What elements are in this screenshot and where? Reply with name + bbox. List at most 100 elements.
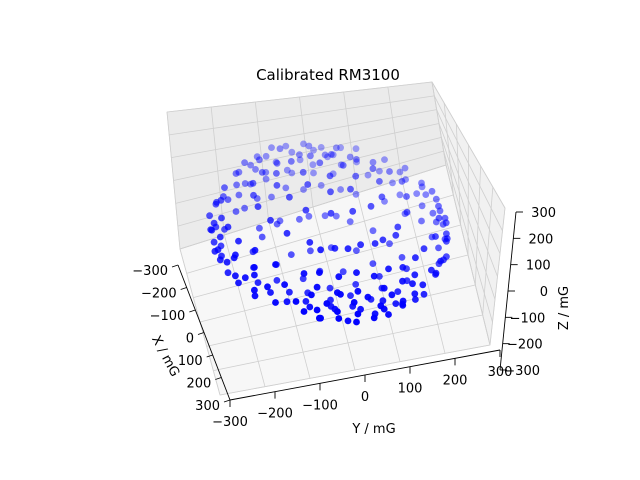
data-point [256, 156, 263, 164]
data-point [305, 212, 313, 220]
data-point [369, 158, 377, 166]
data-point [272, 261, 279, 268]
data-point [380, 305, 388, 313]
data-point [235, 237, 242, 245]
data-point [347, 292, 354, 299]
data-point [317, 246, 324, 254]
data-point [310, 146, 317, 154]
y-axis-tick-label: 200 [443, 373, 468, 388]
data-point [432, 195, 440, 203]
data-point [435, 202, 442, 210]
data-point [370, 272, 378, 280]
data-point [403, 208, 411, 216]
data-point [306, 239, 314, 246]
data-point [300, 140, 307, 148]
data-point [419, 281, 427, 289]
data-point [288, 148, 296, 156]
data-point [349, 207, 357, 215]
data-point [288, 169, 296, 177]
data-point [353, 156, 360, 163]
data-point [386, 168, 393, 175]
data-point [254, 203, 262, 211]
data-point [273, 159, 281, 167]
data-point [420, 245, 428, 253]
data-point [313, 306, 321, 314]
y-axis-tick-label: 300 [488, 365, 513, 380]
data-point [221, 184, 228, 192]
data-point [353, 318, 360, 326]
data-point [251, 264, 258, 271]
data-point [327, 151, 335, 158]
data-point [364, 293, 372, 301]
data-point [399, 277, 406, 285]
data-point [435, 214, 443, 222]
data-point [346, 153, 354, 161]
data-point [232, 272, 239, 280]
data-point [329, 151, 337, 159]
data-point [212, 200, 220, 208]
data-point [287, 251, 295, 258]
data-point [443, 230, 450, 238]
data-point [273, 277, 281, 284]
data-point [412, 254, 419, 262]
data-point [224, 269, 232, 277]
data-point [327, 209, 335, 217]
data-point [216, 233, 224, 241]
data-point [337, 186, 344, 193]
data-point [398, 178, 406, 185]
data-point [326, 172, 334, 180]
data-point [413, 190, 421, 198]
data-point [429, 209, 437, 217]
data-point [381, 156, 388, 164]
data-point [412, 296, 419, 303]
tick-marks: −300−200−1000100200300−300−200−100010020… [132, 206, 556, 430]
data-point [369, 260, 377, 267]
data-point [316, 159, 324, 167]
data-point [235, 191, 243, 199]
data-point [254, 279, 262, 286]
data-point [232, 208, 240, 215]
data-point [352, 281, 360, 288]
data-point [299, 275, 307, 283]
data-point [353, 247, 360, 255]
data-point [432, 233, 439, 240]
data-point [273, 220, 281, 228]
data-point [283, 229, 291, 237]
data-point [369, 165, 377, 173]
z-axis-tick-label: 300 [531, 206, 556, 221]
data-point [307, 247, 314, 255]
data-point [428, 266, 435, 274]
data-point [324, 153, 331, 161]
x-axis-tick [171, 264, 179, 268]
data-point [251, 271, 258, 279]
grid-line [213, 314, 483, 372]
data-point [420, 290, 428, 298]
data-point [327, 188, 334, 196]
z-axis-tick-label: −200 [507, 338, 543, 353]
data-point [214, 246, 222, 254]
data-point [376, 167, 383, 175]
data-point [267, 289, 274, 296]
x-axis-tick-label: −200 [141, 287, 177, 302]
data-point [256, 224, 263, 232]
z-axis-tick-label: −300 [504, 364, 540, 379]
data-point [344, 245, 352, 253]
scatter-points [206, 140, 451, 326]
data-point [241, 204, 249, 212]
x-axis-tick [189, 309, 196, 313]
grid-line [445, 164, 491, 346]
data-point [247, 161, 255, 169]
data-point [321, 151, 329, 159]
data-point [370, 314, 378, 322]
data-point [309, 161, 317, 169]
data-point [216, 256, 224, 264]
data-point [353, 158, 360, 166]
data-point [300, 308, 308, 315]
y-axis-tick-label: −200 [257, 407, 293, 422]
data-point [335, 273, 343, 281]
x-axis-tick [180, 287, 187, 290]
y-axis-tick-label: −100 [302, 398, 338, 413]
data-point [210, 238, 218, 246]
data-point [273, 170, 280, 177]
